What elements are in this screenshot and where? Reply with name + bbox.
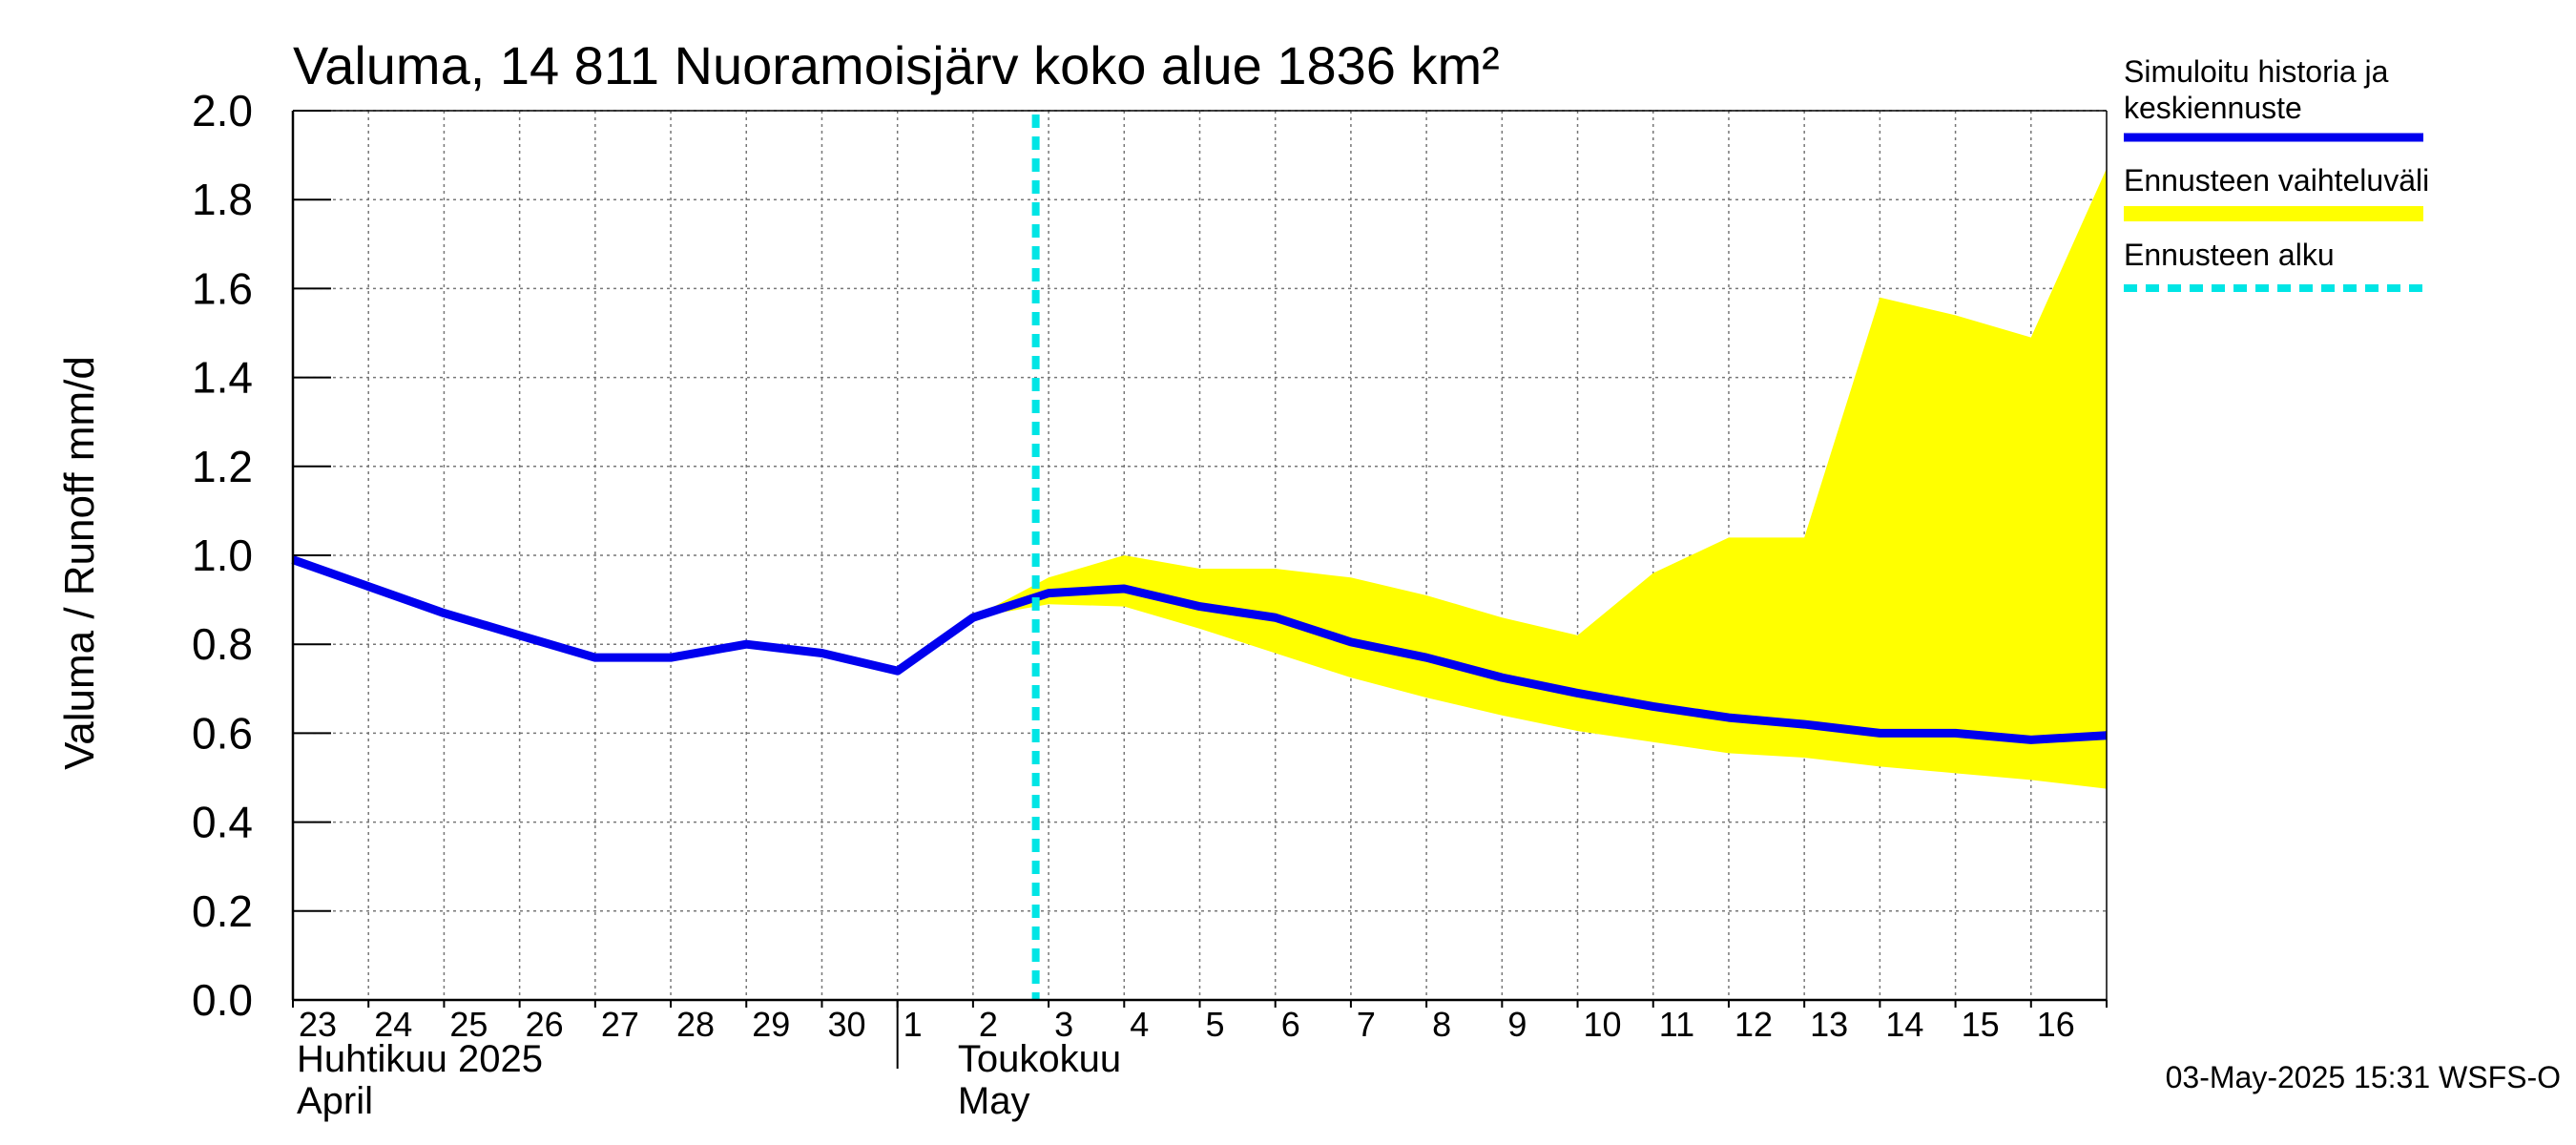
data-point [1425, 656, 1427, 658]
data-point [897, 670, 899, 672]
x-tick-label: 9 [1507, 1005, 1527, 1044]
x-tick-label: 7 [1357, 1005, 1376, 1044]
x-tick-label: 30 [827, 1005, 865, 1044]
y-tick-label: 0.8 [192, 619, 253, 669]
x-tick-label: 28 [676, 1005, 715, 1044]
y-tick-label: 1.6 [192, 263, 253, 313]
x-tick-label: 12 [1735, 1005, 1773, 1044]
y-tick-label: 1.4 [192, 353, 253, 403]
y-tick-label: 0.0 [192, 975, 253, 1025]
x-tick-label: 6 [1281, 1005, 1300, 1044]
data-point [1652, 705, 1654, 707]
x-tick-label: 23 [299, 1005, 337, 1044]
x-tick-label: 5 [1206, 1005, 1225, 1044]
x-tick-label: 10 [1584, 1005, 1622, 1044]
month-label: Toukokuu [958, 1038, 1121, 1080]
data-point [1803, 723, 1805, 725]
month-label-en: May [958, 1080, 1030, 1122]
data-point [1955, 732, 1957, 734]
x-tick-label: 8 [1432, 1005, 1451, 1044]
y-axis-label: Valuma / Runoff mm/d [56, 356, 103, 770]
data-point [1350, 641, 1352, 643]
x-tick-label: 3 [1054, 1005, 1073, 1044]
data-point [1577, 692, 1579, 694]
legend-swatch-band [2124, 206, 2423, 221]
footer-timestamp: 03-May-2025 15:31 WSFS-O [2166, 1060, 2561, 1094]
data-point [745, 643, 747, 645]
legend-label: Simuloitu historia ja [2124, 54, 2389, 89]
data-point [367, 586, 369, 588]
y-tick-label: 0.2 [192, 886, 253, 936]
y-tick-label: 1.8 [192, 175, 253, 224]
month-label: Huhtikuu 2025 [297, 1038, 543, 1080]
y-tick-label: 1.2 [192, 442, 253, 491]
data-point [2030, 739, 2032, 740]
y-tick-label: 2.0 [192, 86, 253, 135]
x-tick-label: 29 [752, 1005, 790, 1044]
x-tick-label: 4 [1130, 1005, 1149, 1044]
legend-label-line2: keskiennuste [2124, 91, 2302, 125]
chart-title: Valuma, 14 811 Nuoramoisjärv koko alue 1… [293, 35, 1500, 95]
y-tick-label: 0.6 [192, 708, 253, 758]
x-tick-label: 16 [2037, 1005, 2075, 1044]
x-tick-label: 14 [1885, 1005, 1923, 1044]
x-tick-label: 24 [374, 1005, 412, 1044]
y-tick-label: 0.4 [192, 798, 253, 847]
data-point [670, 656, 672, 658]
data-point [821, 653, 822, 655]
data-point [443, 613, 445, 614]
x-tick-label: 11 [1659, 1005, 1694, 1044]
legend-label: Ennusteen vaihteluväli [2124, 163, 2429, 198]
data-point [1123, 588, 1125, 590]
data-point [1501, 677, 1503, 678]
y-tick-label: 1.0 [192, 531, 253, 580]
legend-label: Ennusteen alku [2124, 238, 2335, 272]
x-tick-label: 15 [1962, 1005, 2000, 1044]
x-tick-label: 26 [526, 1005, 564, 1044]
month-label-en: April [297, 1080, 373, 1122]
x-tick-label: 2 [979, 1005, 998, 1044]
x-tick-label: 13 [1810, 1005, 1848, 1044]
data-point [594, 656, 596, 658]
forecast-range-layer [972, 168, 2107, 789]
data-point [1199, 606, 1200, 608]
x-tick-label: 1 [904, 1005, 923, 1044]
data-point [972, 616, 974, 618]
axes: 0.00.20.40.60.81.01.21.41.61.82.023 24 25 2… [192, 86, 2108, 1122]
forecast-range-band [972, 168, 2107, 789]
data-point [1275, 616, 1277, 618]
x-tick-label: 25 [449, 1005, 488, 1044]
x-tick-label: 27 [601, 1005, 639, 1044]
